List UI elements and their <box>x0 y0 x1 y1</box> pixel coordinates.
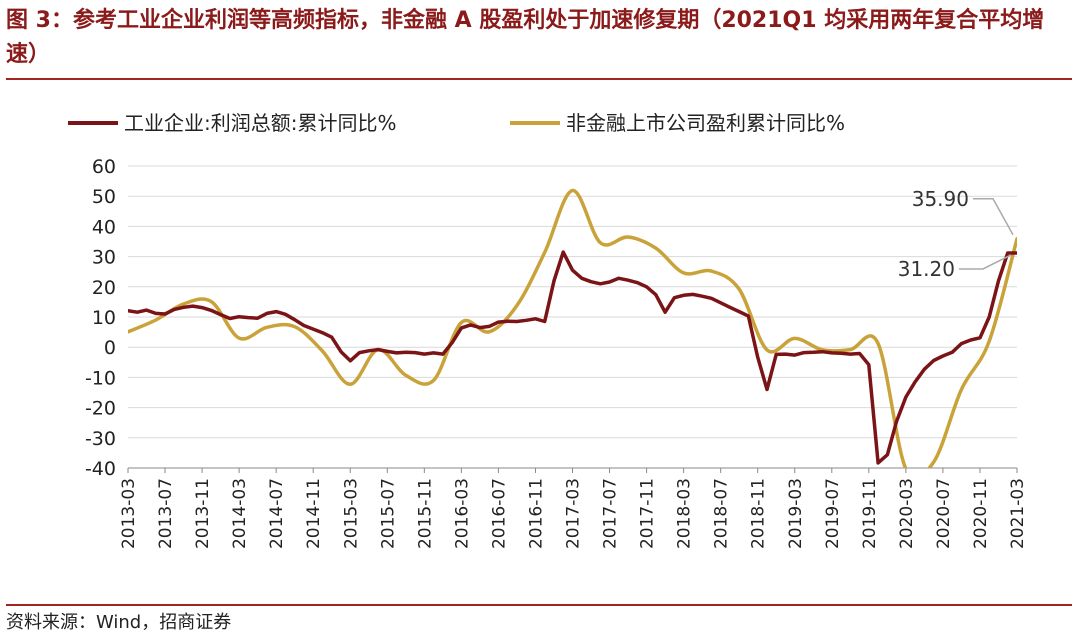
x-tick-label: 2013-07 <box>156 478 176 549</box>
x-tick-label: 2018-07 <box>712 478 732 549</box>
title-divider <box>6 78 1072 80</box>
x-tick-label: 2014-11 <box>304 478 324 549</box>
x-axis: 2013-03 2013-07 2013-11 2014-03 2014-07 2014-… <box>119 467 1028 549</box>
legend-label-nonfinancial: 非金融上市公司盈利累计同比% <box>566 111 845 135</box>
x-tick-label: 2015-11 <box>415 478 435 549</box>
annotations: 35.90 31.20 <box>898 187 1014 281</box>
x-tick-label: 2014-03 <box>230 478 250 549</box>
source-divider <box>6 604 1072 606</box>
series-line-industrial <box>128 250 1017 465</box>
x-tick-label: 2016-07 <box>489 478 509 549</box>
y-tick-label: -30 <box>85 428 116 450</box>
x-tick-label: 2019-11 <box>860 478 880 549</box>
y-tick-label: 30 <box>92 247 116 269</box>
y-tick-label: 0 <box>104 337 116 359</box>
x-tick-label: 2016-11 <box>526 478 546 549</box>
annotation-leader-industrial <box>959 254 1012 270</box>
y-tick-label: 20 <box>92 277 116 299</box>
x-tick-label: 2013-11 <box>193 478 213 549</box>
x-tick-label: 2020-03 <box>897 478 917 549</box>
x-tick-label: 2016-03 <box>452 478 472 549</box>
y-tick-label: -40 <box>85 458 116 480</box>
x-tick-label: 2014-07 <box>267 478 287 549</box>
x-tick-label: 2021-03 <box>1008 478 1028 549</box>
x-tick-label: 2019-07 <box>823 478 843 549</box>
source-note: 资料来源：Wind，招商证券 <box>6 612 232 633</box>
y-tick-label: 40 <box>92 216 116 238</box>
x-tick-label: 2019-03 <box>786 478 806 549</box>
x-tick-label: 2015-07 <box>378 478 398 549</box>
chart-legend: 工业企业:利润总额:累计同比% 非金融上市公司盈利累计同比% <box>68 111 845 135</box>
y-tick-label: 50 <box>92 186 116 208</box>
legend-label-industrial: 工业企业:利润总额:累计同比% <box>124 111 396 135</box>
annotation-label-nonfinancial: 35.90 <box>912 187 969 211</box>
annotation-leader-nonfinancial <box>973 198 1014 236</box>
x-tick-label: 2020-07 <box>934 478 954 549</box>
y-tick-label: 10 <box>92 307 116 329</box>
x-tick-label: 2013-03 <box>119 478 139 549</box>
x-tick-label: 2017-11 <box>638 478 658 549</box>
x-tick-label: 2015-03 <box>341 478 361 549</box>
series-line-nonfinancial <box>128 188 1017 468</box>
series-lines <box>128 188 1017 468</box>
annotation-label-industrial: 31.20 <box>898 257 955 281</box>
y-tick-label: -10 <box>85 367 116 389</box>
line-chart: 工业企业:利润总额:累计同比% 非金融上市公司盈利累计同比% 60 50 40 30 2… <box>68 111 1028 549</box>
x-tick-label: 2017-03 <box>564 478 584 549</box>
y-tick-label: -20 <box>85 398 116 420</box>
page-title: 图 3：参考工业企业利润等高频指标，非金融 A 股盈利处于加速修复期（2021Q… <box>6 8 1045 67</box>
x-tick-label: 2020-11 <box>971 478 991 549</box>
x-tick-label: 2018-03 <box>675 478 695 549</box>
x-tick-label: 2017-07 <box>601 478 621 549</box>
y-tick-label: 60 <box>92 156 116 178</box>
x-tick-label: 2018-11 <box>749 478 769 549</box>
y-axis: 60 50 40 30 20 10 0 -10 -20 -30 -40 <box>85 156 116 480</box>
